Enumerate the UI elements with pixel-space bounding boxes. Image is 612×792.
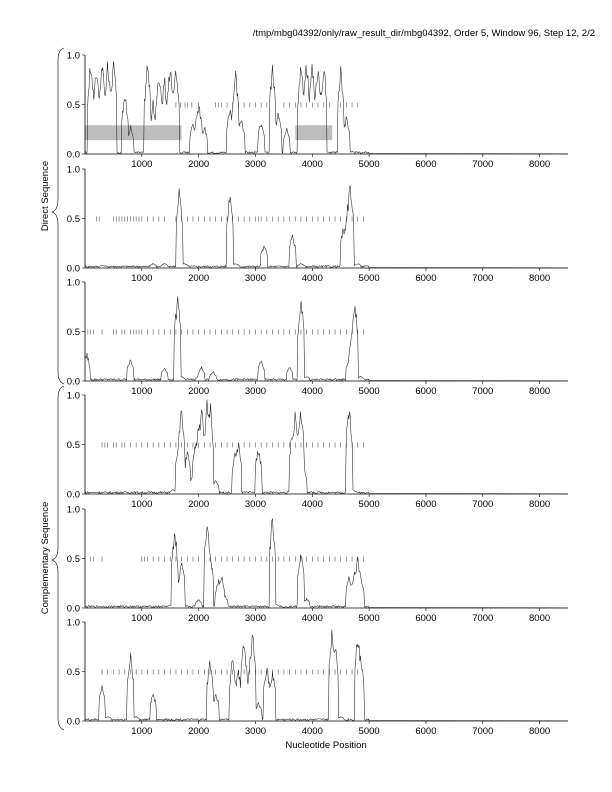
panel-6: 0.0 0.5 1.0 1000 2000 3000 4000 5000 6000 7000 800… xyxy=(67,618,569,737)
x-tick-label: 1000 xyxy=(131,159,152,170)
direct-sequence-label: Direct Sequence xyxy=(40,161,51,231)
x-tick-label: 5000 xyxy=(359,159,380,170)
y-tick-label: 1.0 xyxy=(67,505,80,516)
x-tick-label: 2000 xyxy=(188,499,209,510)
x-tick-label: 6000 xyxy=(415,273,436,284)
x-tick-label: 6000 xyxy=(415,613,436,624)
x-tick-label: 8000 xyxy=(529,726,550,737)
x-tick-label: 2000 xyxy=(188,273,209,284)
y-tick-label: 1.0 xyxy=(67,51,80,62)
x-tick-label: 7000 xyxy=(472,613,493,624)
x-tick-label: 4000 xyxy=(302,499,323,510)
coding-potential-line xyxy=(84,399,569,495)
y-tick-label: 0.5 xyxy=(67,100,80,111)
x-tick-label: 8000 xyxy=(529,613,550,624)
x-tick-label: 7000 xyxy=(472,726,493,737)
direct-sequence-brace xyxy=(51,47,65,385)
x-tick-label: 6000 xyxy=(415,159,436,170)
x-tick-label: 1000 xyxy=(131,499,152,510)
y-tick-label: 0.0 xyxy=(67,150,80,161)
chart-title: /tmp/mbg04392/only/raw_result_dir/mbg043… xyxy=(253,28,595,39)
x-tick-label: 4000 xyxy=(302,726,323,737)
coding-potential-line xyxy=(84,61,569,155)
y-tick-label: 1.0 xyxy=(67,165,80,176)
y-tick-label: 1.0 xyxy=(67,391,80,402)
complementary-sequence-brace xyxy=(51,385,65,731)
x-tick-label: 1000 xyxy=(131,726,152,737)
x-tick-label: 7000 xyxy=(472,159,493,170)
x-tick-label: 3000 xyxy=(245,273,266,284)
x-tick-label: 8000 xyxy=(529,159,550,170)
x-tick-label: 1000 xyxy=(131,613,152,624)
panel-4: 0.0 0.5 1.0 1000 2000 3000 4000 5000 6000 7000 800… xyxy=(67,391,569,510)
x-tick-label: 7000 xyxy=(472,386,493,397)
x-tick-label: 2000 xyxy=(188,613,209,624)
x-tick-label: 3000 xyxy=(245,386,266,397)
x-tick-label: 6000 xyxy=(415,386,436,397)
y-tick-label: 1.0 xyxy=(67,278,80,289)
x-tick-label: 5000 xyxy=(359,726,380,737)
x-tick-label: 3000 xyxy=(245,159,266,170)
panel-1: 0.0 0.5 1.0 1000 2000 3000 4000 5000 6000 7000 800… xyxy=(67,51,569,170)
coding-potential-line xyxy=(84,296,569,382)
x-tick-label: 2000 xyxy=(188,386,209,397)
y-tick-label: 0.0 xyxy=(67,264,80,275)
x-tick-label: 1000 xyxy=(131,273,152,284)
y-tick-label: 0.0 xyxy=(67,604,80,615)
x-tick-label: 8000 xyxy=(529,386,550,397)
x-tick-label: 4000 xyxy=(302,159,323,170)
x-tick-label: 3000 xyxy=(245,613,266,624)
x-tick-label: 2000 xyxy=(188,726,209,737)
x-tick-label: 2000 xyxy=(188,159,209,170)
coding-potential-line xyxy=(84,629,569,722)
y-tick-label: 0.0 xyxy=(67,717,80,728)
x-tick-label: 7000 xyxy=(472,499,493,510)
x-tick-label: 5000 xyxy=(359,613,380,624)
x-axis-label: Nucleotide Position xyxy=(285,740,366,751)
y-tick-label: 0.0 xyxy=(67,377,80,388)
panel-3: 0.0 0.5 1.0 1000 2000 3000 4000 5000 6000 7000 800… xyxy=(67,278,569,397)
x-tick-label: 5000 xyxy=(359,386,380,397)
x-tick-label: 3000 xyxy=(245,499,266,510)
gene-box-1 xyxy=(85,125,182,141)
x-tick-label: 1000 xyxy=(131,386,152,397)
x-tick-label: 6000 xyxy=(415,499,436,510)
complementary-sequence-label: Complementary Sequence xyxy=(40,502,51,614)
y-tick-label: 0.5 xyxy=(67,554,80,565)
y-tick-label: 1.0 xyxy=(67,618,80,629)
x-tick-label: 3000 xyxy=(245,726,266,737)
x-tick-label: 8000 xyxy=(529,273,550,284)
panel-5: 0.0 0.5 1.0 1000 2000 3000 4000 5000 6000 7000 800… xyxy=(67,505,569,624)
x-tick-label: 5000 xyxy=(359,273,380,284)
x-tick-label: 5000 xyxy=(359,499,380,510)
panels-group: 0.0 0.5 1.0 1000 2000 3000 4000 5000 6000 7000 800… xyxy=(67,51,569,737)
x-tick-label: 4000 xyxy=(302,273,323,284)
y-tick-label: 0.5 xyxy=(67,667,80,678)
y-tick-label: 0.0 xyxy=(67,490,80,501)
y-tick-label: 0.5 xyxy=(67,440,80,451)
coding-potential-line xyxy=(84,518,569,609)
coding-potential-line xyxy=(84,185,569,269)
panel-2: 0.0 0.5 1.0 1000 2000 3000 4000 5000 6000 7000 800… xyxy=(67,165,569,284)
x-tick-label: 7000 xyxy=(472,273,493,284)
gene-box-2 xyxy=(295,125,333,141)
y-tick-label: 0.5 xyxy=(67,327,80,338)
x-tick-label: 8000 xyxy=(529,499,550,510)
y-tick-label: 0.5 xyxy=(67,214,80,225)
x-tick-label: 4000 xyxy=(302,386,323,397)
x-tick-label: 4000 xyxy=(302,613,323,624)
x-tick-label: 6000 xyxy=(415,726,436,737)
